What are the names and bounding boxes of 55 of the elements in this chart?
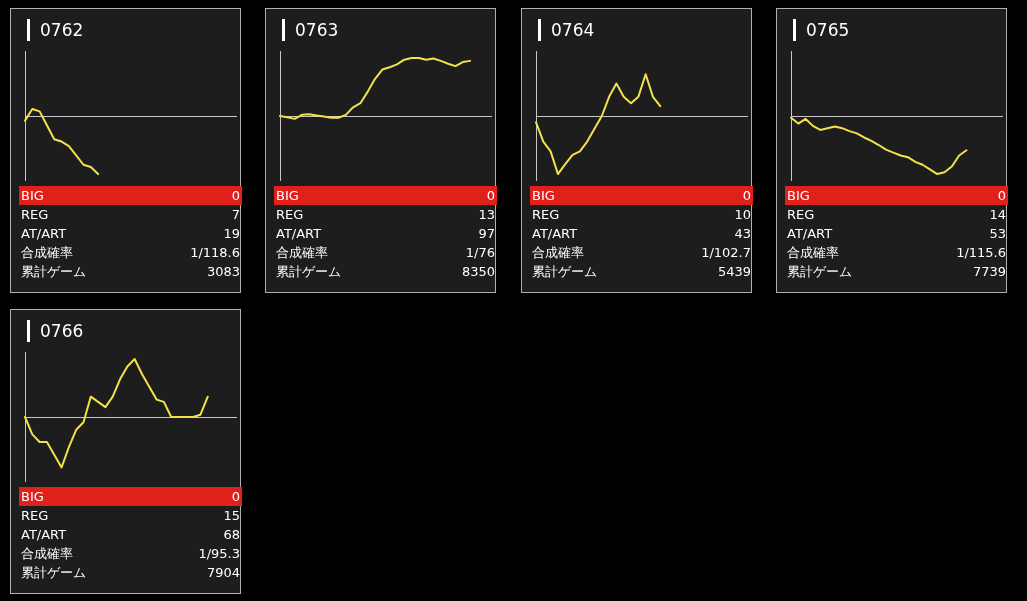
text: 0 xyxy=(231,488,240,506)
text: REG xyxy=(276,206,304,224)
text: 15 xyxy=(223,507,240,525)
text: 5439 xyxy=(717,263,751,281)
text: 0 xyxy=(231,187,240,205)
text: 1/95.3 xyxy=(198,545,240,563)
text: 43 xyxy=(734,225,751,243)
text: 1/76 xyxy=(465,244,495,262)
text: 53 xyxy=(989,225,1006,243)
text: 7904 xyxy=(206,564,240,582)
text: REG xyxy=(21,206,49,224)
text: 合成確率 xyxy=(21,545,73,563)
text: 14 xyxy=(989,206,1006,224)
text: 0 xyxy=(742,187,751,205)
text: AT/ART xyxy=(21,526,67,544)
text: REG xyxy=(787,206,815,224)
text: 合成確率 xyxy=(276,244,328,262)
text: 累計ゲーム xyxy=(532,263,597,281)
text: BIG xyxy=(532,187,555,205)
text: 1/118.6 xyxy=(190,244,240,262)
text: 7739 xyxy=(972,263,1006,281)
chart-title: 0764 xyxy=(538,19,595,41)
text: 8350 xyxy=(461,263,495,281)
text: 1/115.6 xyxy=(956,244,1006,262)
text: BIG xyxy=(21,187,44,205)
text: 合成確率 xyxy=(787,244,839,262)
text: 19 xyxy=(223,225,240,243)
text: 0 xyxy=(486,187,495,205)
text: 累計ゲーム xyxy=(787,263,852,281)
text: AT/ART xyxy=(787,225,833,243)
text: 0 xyxy=(997,187,1006,205)
chart-title: 0763 xyxy=(282,19,339,41)
text: AT/ART xyxy=(21,225,67,243)
text: 合成確率 xyxy=(532,244,584,262)
chart-title: 0765 xyxy=(793,19,850,41)
text: BIG xyxy=(276,187,299,205)
text: 3083 xyxy=(206,263,240,281)
text: AT/ART xyxy=(276,225,322,243)
text: BIG xyxy=(21,488,44,506)
text: 累計ゲーム xyxy=(21,564,86,582)
text: 68 xyxy=(223,526,240,544)
text: 1/102.7 xyxy=(701,244,751,262)
text: 累計ゲーム xyxy=(276,263,341,281)
text: 10 xyxy=(734,206,751,224)
text: 7 xyxy=(231,206,240,224)
text: REG xyxy=(532,206,560,224)
text: BIG xyxy=(787,187,810,205)
text: AT/ART xyxy=(532,225,578,243)
text: 97 xyxy=(478,225,495,243)
chart-title: 0766 xyxy=(27,320,84,342)
text: 13 xyxy=(478,206,495,224)
text: 累計ゲーム xyxy=(21,263,86,281)
text: 合成確率 xyxy=(21,244,73,262)
text: REG xyxy=(21,507,49,525)
chart-title: 0762 xyxy=(27,19,84,41)
